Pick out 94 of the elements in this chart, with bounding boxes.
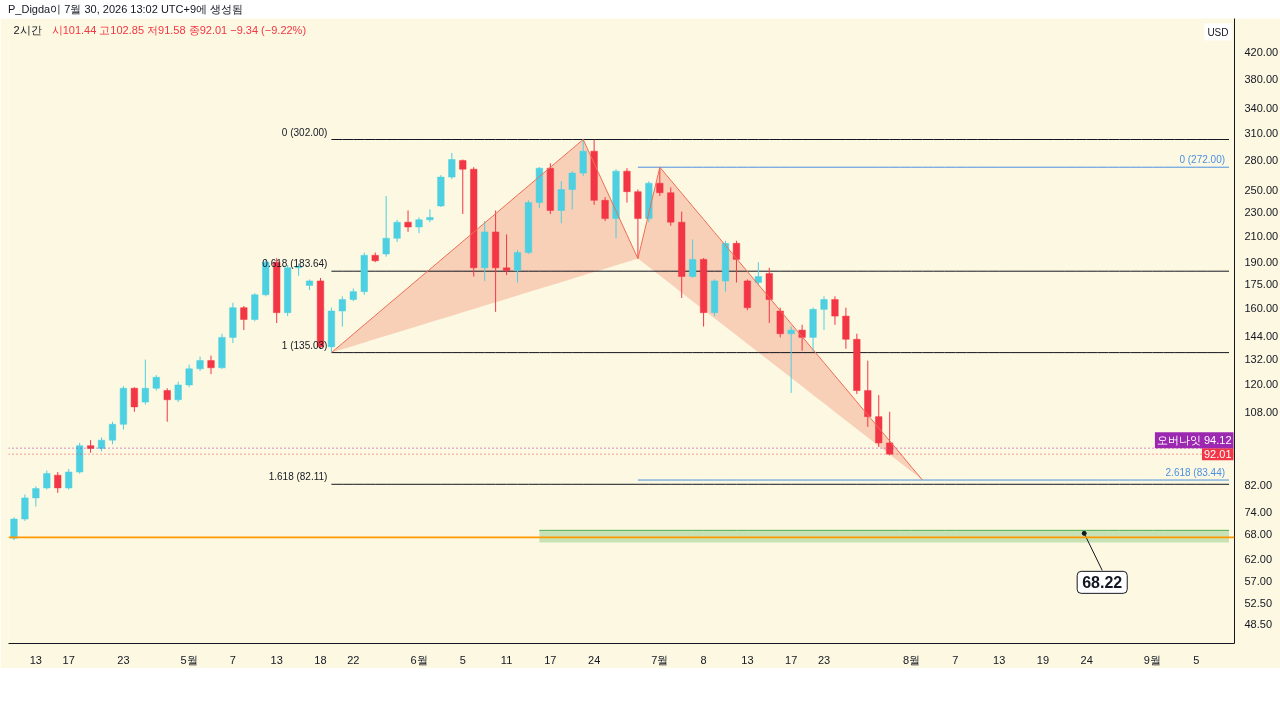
y-tick-label: 190.00 — [1244, 256, 1279, 269]
x-tick-label: 19 — [1036, 653, 1050, 666]
candlestick — [185, 364, 193, 388]
x-tick-label: 17 — [785, 653, 798, 666]
annotation: 시101.44 고102.85 저91.58 종92.01 −9.34 (−9.22%) — [51, 23, 307, 36]
candlestick — [776, 307, 784, 338]
x-tick-label: 13 — [270, 653, 283, 666]
candlestick — [842, 307, 850, 350]
candlestick — [787, 326, 795, 394]
x-tick-label: 7 — [229, 653, 236, 666]
y-tick-label: 250.00 — [1244, 183, 1279, 196]
candlestick — [426, 208, 434, 223]
candlestick — [503, 233, 511, 276]
x-tick-label: 13 — [741, 653, 754, 666]
annotation: 0 (302.00) — [281, 126, 328, 138]
x-tick-label: 5월 — [180, 653, 198, 666]
y-tick-label: 310.00 — [1244, 126, 1279, 139]
candlestick — [10, 516, 18, 541]
y-tick-label: 57.00 — [1244, 574, 1273, 587]
annotation: 68.22 — [1082, 574, 1123, 592]
candlestick — [174, 381, 182, 403]
x-tick-label: 13 — [29, 653, 42, 666]
x-tick-label: 17 — [62, 653, 75, 666]
annotation: 1.618 (82.11) — [268, 471, 328, 483]
x-tick-label: 13 — [993, 653, 1006, 666]
x-tick-label: 5 — [459, 653, 466, 666]
x-tick-label: 8월 — [903, 653, 921, 666]
x-tick-label: 24 — [1080, 653, 1093, 666]
y-tick-label: 420.00 — [1244, 46, 1279, 59]
y-tick-label: 68.00 — [1244, 528, 1273, 541]
candlestick — [21, 494, 29, 522]
x-tick-label: 6월 — [410, 653, 428, 666]
annotation: 2.618 (83.44) — [1165, 467, 1226, 479]
candlestick — [568, 170, 576, 210]
y-tick-label: 175.00 — [1244, 277, 1279, 290]
y-tick-label: 340.00 — [1244, 102, 1279, 115]
candlestick — [601, 196, 609, 222]
candlestick — [130, 386, 138, 413]
ref-line-label: 92.01 — [1203, 448, 1232, 461]
y-tick-label: 74.00 — [1244, 505, 1273, 518]
candlestick — [831, 295, 839, 326]
candlestick — [32, 485, 40, 508]
candlestick — [393, 219, 401, 243]
y-tick-label: 82.00 — [1244, 478, 1273, 491]
candlestick — [108, 421, 117, 445]
x-tick-label: 17 — [544, 653, 557, 666]
y-tick-label: 120.00 — [1244, 377, 1279, 390]
candlestick — [754, 261, 762, 286]
candlestick — [557, 180, 565, 224]
candlestick — [448, 152, 456, 180]
y-tick-label: 52.50 — [1244, 596, 1273, 609]
y-tick-label: 210.00 — [1244, 229, 1279, 242]
y-tick-label: 280.00 — [1244, 153, 1279, 166]
y-tick-label: 62.00 — [1244, 552, 1273, 565]
candlestick — [623, 167, 631, 204]
candlestick — [43, 470, 51, 491]
x-tick-label: 23 — [817, 653, 831, 666]
candlestick — [513, 249, 522, 283]
y-tick-label: 380.00 — [1244, 72, 1279, 85]
y-tick-label: 48.50 — [1244, 617, 1273, 630]
y-axis-title: USD — [1207, 26, 1229, 38]
candlestick — [207, 355, 215, 375]
candlestick — [65, 468, 73, 491]
candlestick — [459, 159, 467, 215]
x-tick-label: 5 — [1193, 653, 1200, 666]
candlestick — [820, 295, 828, 331]
candlestick — [404, 209, 412, 233]
ref-line-label: 오버나잇 94.12 — [1156, 434, 1232, 447]
y-tick-label: 160.00 — [1244, 301, 1279, 314]
x-tick-label: 11 — [500, 653, 513, 666]
candlestick — [338, 295, 346, 328]
candlestick — [163, 387, 171, 423]
annotation: 0 (272.00) — [1179, 154, 1226, 166]
y-tick-label: 230.00 — [1244, 205, 1279, 218]
chart-title: P_Digda이 7월 30, 2026 13:02 UTC+9에 생성됨 — [8, 2, 244, 17]
y-tick-label: 108.00 — [1244, 405, 1279, 418]
x-tick-label: 7월 — [651, 653, 669, 666]
candlestick — [54, 471, 62, 494]
chart-subtitle: 2시간 — [13, 23, 42, 36]
x-tick-label: 7 — [952, 653, 959, 666]
candlestick — [141, 359, 149, 405]
x-tick-label: 23 — [117, 653, 130, 666]
y-tick-label: 144.00 — [1244, 329, 1279, 342]
x-tick-label: 22 — [347, 653, 360, 666]
candlestick — [689, 239, 697, 279]
y-tick-label: 132.00 — [1244, 352, 1279, 365]
candlestick — [382, 195, 390, 258]
candlestick — [240, 305, 248, 331]
candlestick — [579, 139, 587, 177]
x-tick-label: 8 — [700, 653, 707, 666]
x-tick-label: 24 — [588, 653, 601, 666]
x-tick-label: 9월 — [1143, 653, 1161, 666]
candlestick — [732, 240, 740, 283]
x-tick-label: 18 — [314, 653, 327, 666]
